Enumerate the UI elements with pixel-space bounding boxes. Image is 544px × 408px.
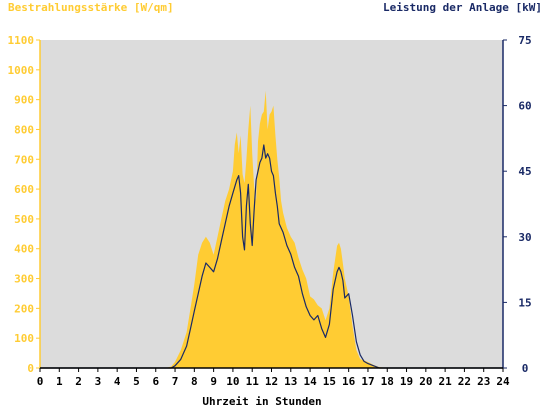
right-tick-label: 45 xyxy=(518,165,531,178)
x-tick-label: 1 xyxy=(56,375,63,388)
power-line xyxy=(40,144,503,369)
series-layer xyxy=(40,90,503,369)
x-tick-label: 15 xyxy=(323,375,336,388)
x-tick-label: 14 xyxy=(303,375,317,388)
x-tick-label: 11 xyxy=(246,375,260,388)
x-tick-label: 19 xyxy=(400,375,413,388)
x-tick-label: 13 xyxy=(284,375,297,388)
right-tick-label: 0 xyxy=(522,362,529,375)
left-tick-label: 400 xyxy=(14,243,34,256)
right-tick-label: 30 xyxy=(518,231,531,244)
right-axis-title: Leistung der Anlage [kW] xyxy=(383,1,542,14)
x-tick-label: 21 xyxy=(439,375,453,388)
right-tick-label: 75 xyxy=(518,34,531,47)
axes-layer: 0100200300400500600700800900100011000153… xyxy=(8,34,532,388)
left-tick-label: 200 xyxy=(14,302,34,315)
x-tick-label: 17 xyxy=(361,375,374,388)
left-axis-title: Bestrahlungsstärke [W/qm] xyxy=(8,1,174,14)
x-tick-label: 7 xyxy=(172,375,179,388)
x-tick-label: 20 xyxy=(419,375,432,388)
x-tick-label: 6 xyxy=(152,375,159,388)
x-tick-label: 10 xyxy=(226,375,239,388)
left-tick-label: 1000 xyxy=(8,64,35,77)
x-tick-label: 16 xyxy=(342,375,356,388)
x-tick-label: 22 xyxy=(458,375,471,388)
x-tick-label: 3 xyxy=(95,375,102,388)
left-tick-label: 500 xyxy=(14,213,34,226)
left-tick-label: 1100 xyxy=(8,34,35,47)
left-tick-label: 600 xyxy=(14,183,34,196)
left-tick-label: 700 xyxy=(14,153,34,166)
x-tick-label: 8 xyxy=(191,375,198,388)
x-axis-title: Uhrzeit in Stunden xyxy=(202,395,321,408)
left-tick-label: 800 xyxy=(14,123,34,136)
x-tick-label: 18 xyxy=(381,375,394,388)
x-tick-label: 2 xyxy=(75,375,82,388)
x-tick-label: 4 xyxy=(114,375,121,388)
x-tick-label: 23 xyxy=(477,375,490,388)
right-tick-label: 60 xyxy=(518,100,531,113)
right-tick-label: 15 xyxy=(518,296,531,309)
x-tick-label: 0 xyxy=(37,375,44,388)
x-tick-label: 12 xyxy=(265,375,278,388)
irradiance-area xyxy=(40,90,503,368)
left-tick-label: 0 xyxy=(27,362,34,375)
left-tick-label: 100 xyxy=(14,332,34,345)
x-tick-label: 9 xyxy=(210,375,217,388)
left-tick-label: 900 xyxy=(14,94,34,107)
x-tick-label: 24 xyxy=(496,375,510,388)
x-tick-label: 5 xyxy=(133,375,140,388)
left-tick-label: 300 xyxy=(14,273,34,286)
